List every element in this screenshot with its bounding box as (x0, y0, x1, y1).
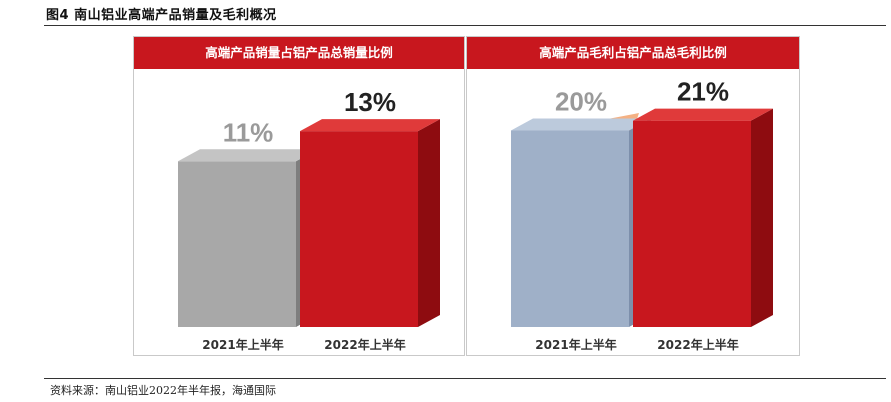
bar-front (511, 130, 629, 327)
chart-panel-sales: 高端产品销量占铝产品总销量比例 增加约2个百分点11%2021年上半年13%20… (133, 36, 465, 356)
chart-panel-margin: 高端产品毛利占铝产品总毛利比例 增加约1个百分点20%2021年上半年21%20… (466, 36, 800, 356)
bar-front (300, 131, 418, 327)
value-label: 11% (223, 117, 274, 147)
value-label: 21% (677, 77, 729, 107)
chart-title-margin: 高端产品毛利占铝产品总毛利比例 (467, 37, 799, 69)
value-label: 13% (344, 87, 396, 117)
bar-top (178, 149, 318, 162)
bar-side (751, 108, 773, 327)
bar-top (511, 118, 651, 131)
bar-2021年上半年 (511, 118, 651, 327)
figure-title: 图4 南山铝业高端产品销量及毛利概况 (46, 8, 277, 23)
value-label: 20% (555, 86, 607, 116)
source-note: 资料来源：南山铝业2022年半年报，海通国际 (50, 384, 276, 397)
bar-side (418, 119, 440, 327)
bar-front (633, 120, 751, 327)
category-label: 2021年上半年 (535, 337, 616, 352)
bar-top (633, 108, 773, 121)
category-label: 2021年上半年 (202, 337, 283, 352)
bar-2022年上半年 (633, 108, 773, 327)
chart-title-sales: 高端产品销量占铝产品总销量比例 (134, 37, 464, 69)
bar-top (300, 119, 440, 132)
bottom-rule (44, 378, 886, 379)
bar-front (178, 161, 296, 327)
category-label: 2022年上半年 (657, 337, 738, 352)
bar-2022年上半年 (300, 119, 440, 327)
bar-2021年上半年 (178, 149, 318, 327)
category-label: 2022年上半年 (324, 337, 405, 352)
top-rule (44, 25, 886, 26)
